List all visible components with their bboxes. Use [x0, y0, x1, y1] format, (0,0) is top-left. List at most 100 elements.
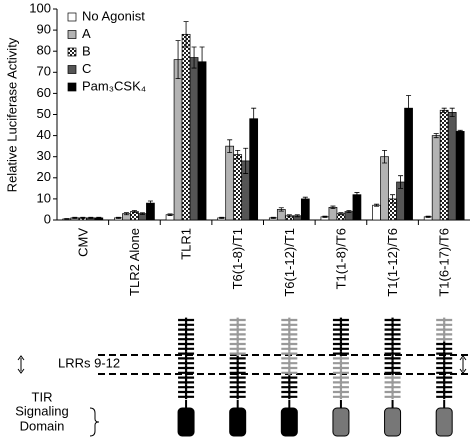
error-bar: [374, 203, 380, 207]
error-bar: [346, 210, 352, 214]
bar: [249, 118, 259, 221]
tir-domain: [177, 407, 195, 437]
tir-label: Domain: [20, 418, 65, 433]
bar: [380, 156, 389, 221]
error-bar: [131, 210, 137, 214]
error-bar: [338, 212, 344, 216]
x-tick-label: T1(6-17)/T6: [437, 228, 452, 297]
error-bar: [251, 107, 257, 130]
y-tick-label: 40: [37, 127, 51, 142]
error-bar: [139, 212, 145, 215]
tir-domain: [280, 407, 298, 437]
y-tick-label: 10: [37, 190, 51, 205]
arrow-head: [459, 355, 467, 374]
legend-label: Pam₃CSK₄: [82, 78, 146, 93]
error-bar: [382, 149, 388, 164]
legend-swatch: [67, 30, 77, 39]
y-tick-label: 80: [37, 43, 51, 58]
error-bar: [115, 216, 121, 219]
error-bar: [457, 129, 463, 133]
tir-label: TIR: [32, 389, 53, 404]
x-tick-label: T6(1-8)/T1: [230, 228, 245, 289]
error-bar: [425, 215, 431, 218]
x-tick-label: T6(1-12)/T1: [282, 228, 297, 297]
legend-swatch: [67, 82, 77, 92]
error-bar: [88, 216, 94, 219]
x-tick-label: T1(1-12)/T6: [385, 228, 400, 297]
error-bar: [191, 46, 197, 69]
bar: [233, 154, 243, 221]
tir-label: Signaling: [15, 403, 69, 418]
error-bar: [398, 175, 404, 189]
error-bar: [449, 107, 455, 118]
legend-label: B: [82, 43, 91, 58]
y-tick-label: 60: [37, 85, 51, 100]
lrr-label: LRRs 9-12: [58, 355, 120, 370]
error-bar: [175, 40, 181, 80]
error-bar: [235, 149, 241, 160]
bar: [173, 59, 183, 221]
bar: [404, 107, 413, 221]
error-bar: [406, 95, 412, 122]
error-bar: [72, 216, 78, 219]
y-tick-label: 30: [37, 148, 51, 163]
error-bar: [286, 214, 292, 218]
bar: [225, 145, 235, 221]
legend-label: C: [82, 61, 91, 76]
error-bar: [219, 216, 225, 219]
legend-swatch: [67, 65, 77, 74]
bar: [439, 109, 449, 221]
bar: [189, 57, 199, 221]
error-bar: [147, 200, 153, 206]
error-bar: [270, 216, 276, 219]
x-tick-label: CMV: [75, 228, 90, 257]
error-bar: [441, 107, 447, 113]
brace: [89, 407, 100, 437]
legend-swatch: [67, 12, 77, 22]
error-bar: [64, 218, 70, 220]
bar: [181, 33, 191, 221]
bar: [300, 198, 310, 221]
bar: [352, 194, 362, 221]
error-bar: [183, 21, 189, 48]
bar: [447, 112, 457, 221]
error-bar: [278, 207, 284, 212]
error-bar: [123, 212, 129, 216]
y-tick-label: 90: [37, 22, 51, 37]
error-bar: [433, 133, 439, 139]
error-bar: [294, 214, 300, 218]
y-tick-label: 70: [37, 64, 51, 79]
bar: [431, 135, 441, 221]
error-bar: [354, 192, 360, 198]
y-tick-label: 100: [29, 0, 51, 15]
y-tick-label: 20: [37, 169, 51, 184]
error-bar: [330, 205, 336, 210]
bar: [197, 61, 207, 221]
x-tick-label: TLR1: [179, 228, 194, 260]
y-tick-label: 0: [44, 211, 51, 226]
bar: [328, 206, 338, 221]
x-tick-label: T1(1-8)/T6: [333, 228, 348, 289]
tir-domain: [435, 407, 453, 437]
tir-domain: [384, 407, 402, 437]
legend-label: No Agonist: [82, 8, 145, 23]
y-axis-label: Relative Luciferase Activity: [4, 37, 19, 192]
error-bar: [96, 216, 102, 219]
tir-domain: [229, 407, 247, 437]
error-bar: [302, 196, 308, 201]
legend-swatch: [67, 47, 77, 57]
y-tick-label: 50: [37, 106, 51, 121]
error-bar: [322, 215, 328, 218]
arrow-head: [17, 355, 25, 374]
bar: [372, 204, 381, 221]
error-bar: [199, 46, 205, 77]
legend-label: A: [82, 26, 91, 41]
error-bar: [80, 216, 86, 219]
bar: [455, 131, 465, 221]
error-bar: [390, 194, 396, 204]
tir-domain: [332, 407, 350, 437]
error-bar: [167, 213, 173, 216]
error-bar: [243, 147, 249, 174]
x-tick-label: TLR2 Alone: [127, 228, 142, 296]
